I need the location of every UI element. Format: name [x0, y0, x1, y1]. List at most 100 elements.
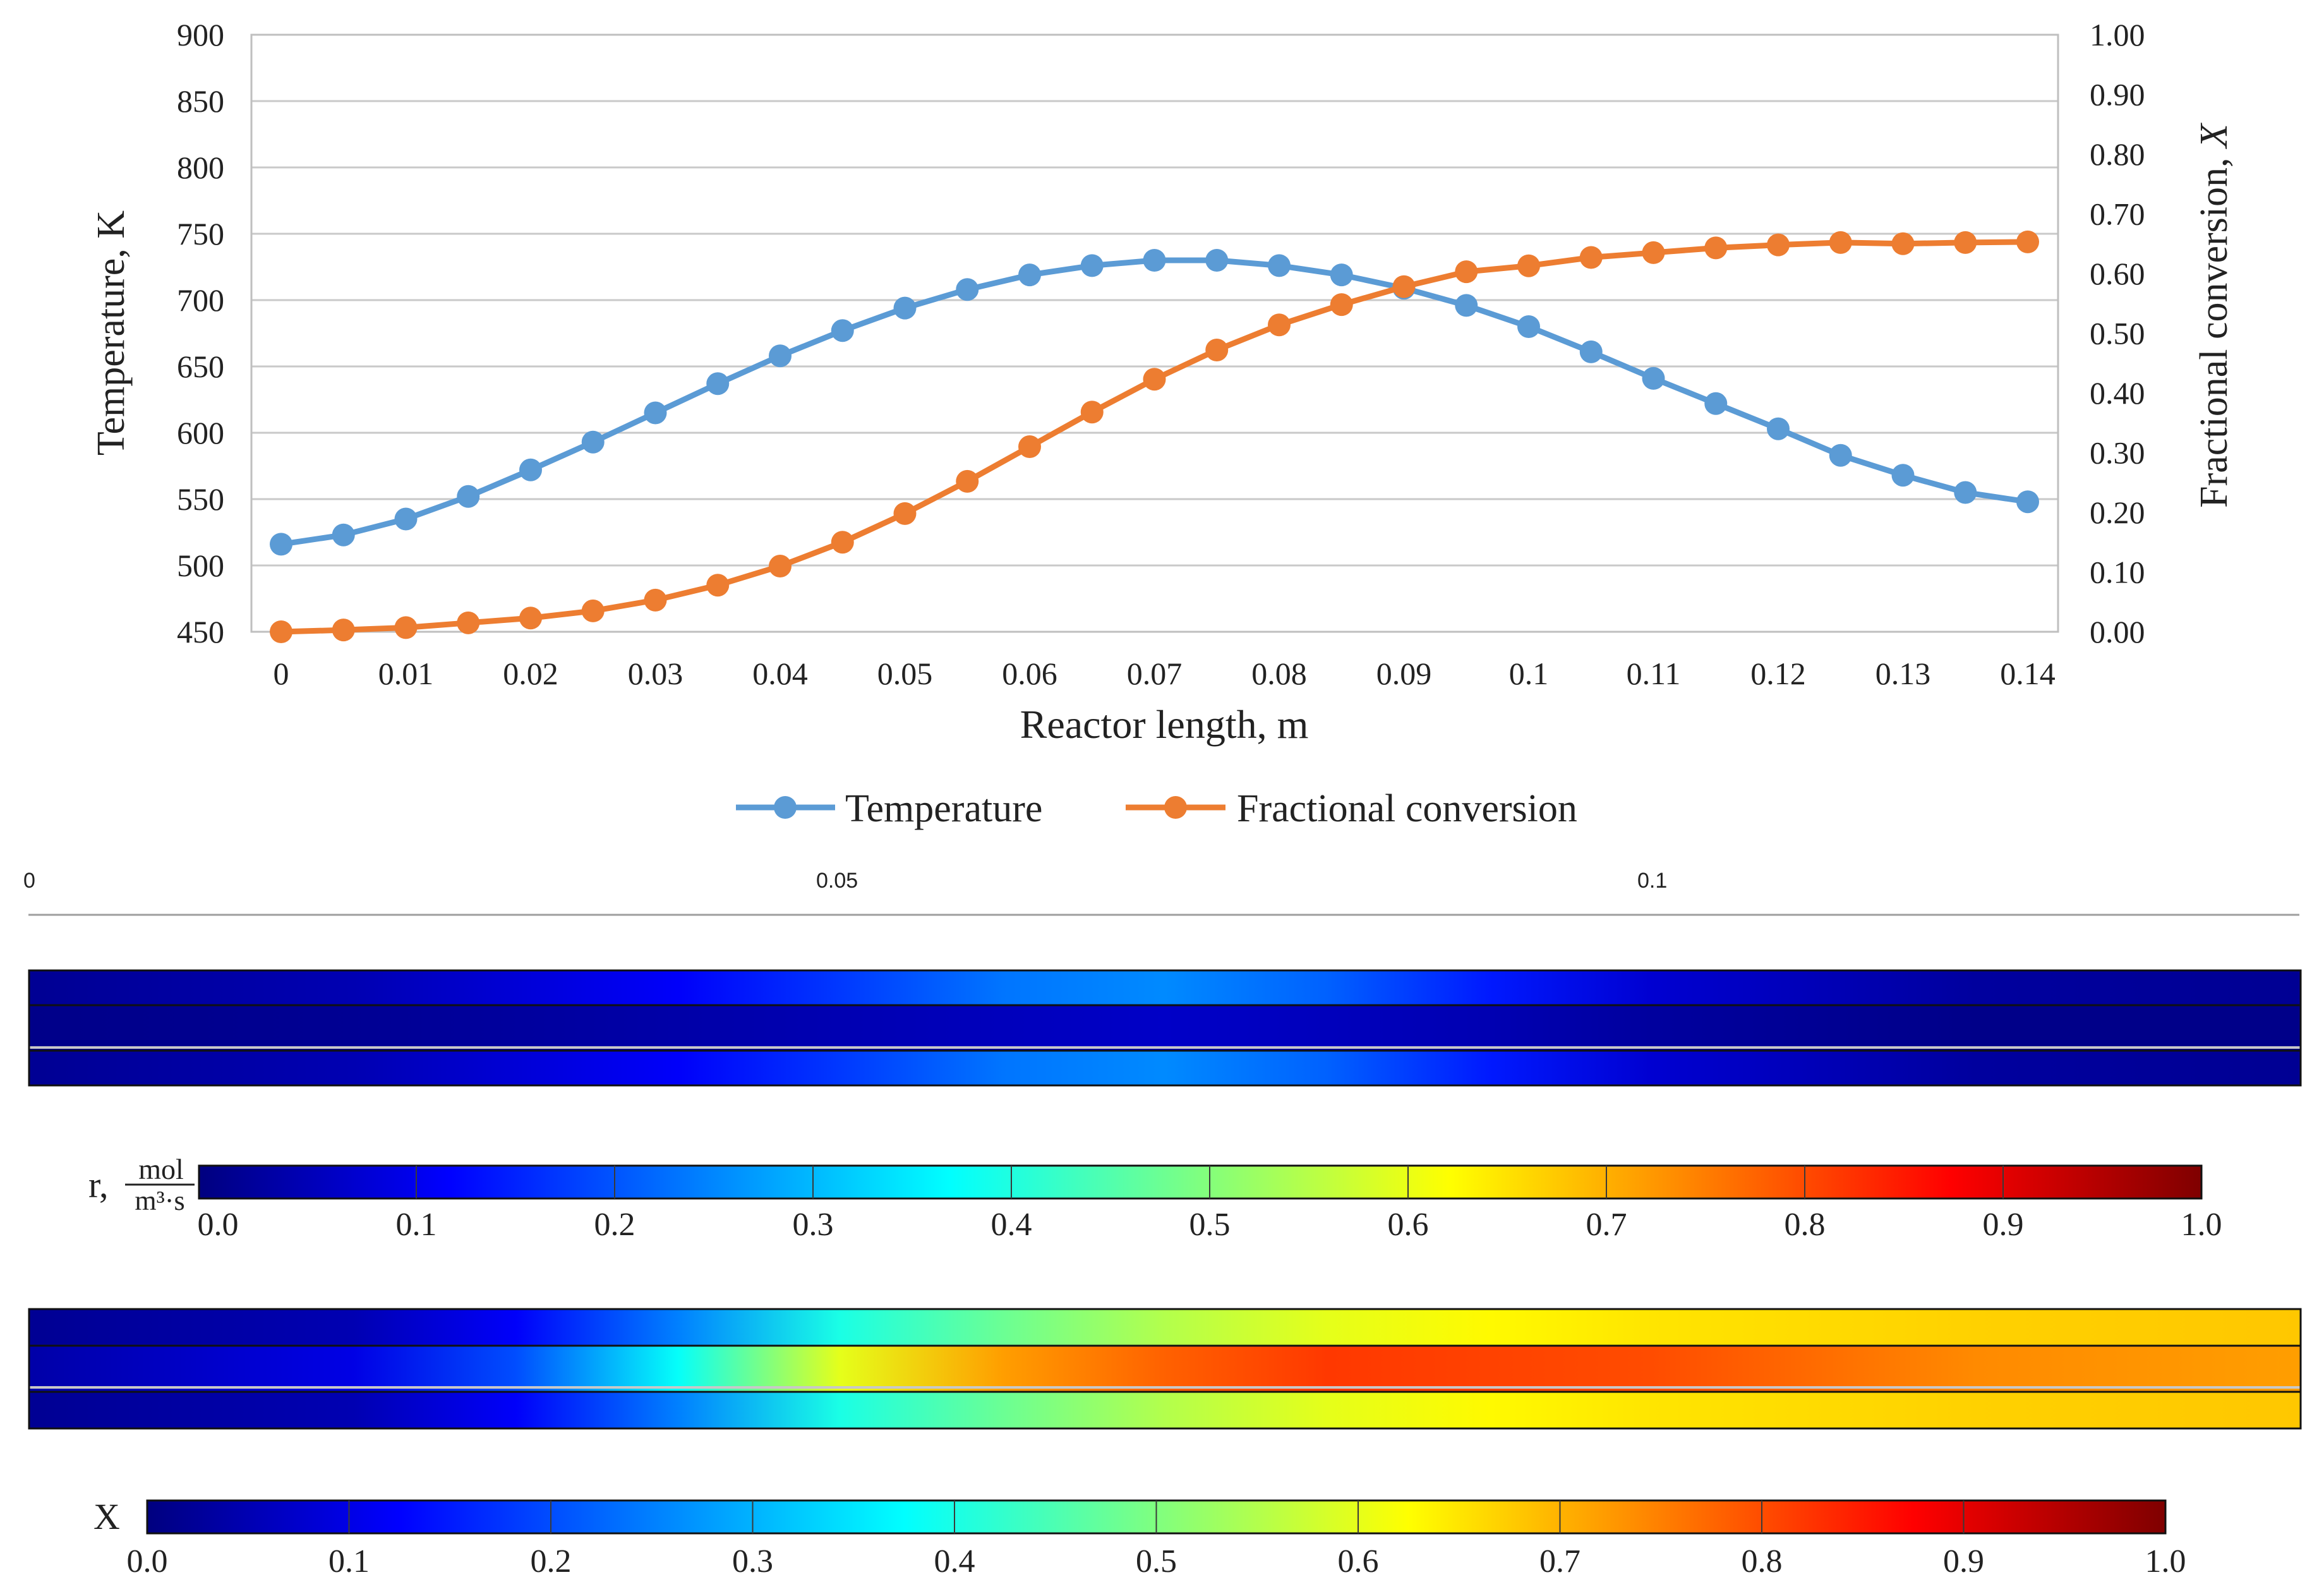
- y2-tick-label: 0.00: [2090, 614, 2145, 649]
- y2-tick-label: 0.10: [2090, 555, 2145, 590]
- y2-tick-label: 0.30: [2090, 435, 2145, 471]
- legend-temperature-marker: [774, 796, 797, 819]
- data-point: [1205, 338, 1229, 361]
- conversion-field: X 0.0 0.1 0.2 0.3 0.4 0.5 0.6 0.7 0.8 0.9 1.0: [28, 1308, 2302, 1579]
- legend-temperature-label: Temperature: [845, 787, 1042, 830]
- data-point: [1330, 293, 1353, 317]
- colorbar-tick-label: 1.0: [2145, 1543, 2186, 1579]
- colorbar-tick-label: 0.2: [531, 1543, 572, 1579]
- y2-tick-label: 0.70: [2090, 196, 2145, 232]
- legend: Temperature Fractional conversion: [736, 787, 1577, 830]
- data-point: [1018, 263, 1041, 287]
- y-tick-label: 700: [177, 282, 224, 318]
- rate-field-border: [28, 969, 2302, 1087]
- data-point: [1891, 232, 1915, 255]
- data-point: [769, 555, 792, 578]
- data-point: [581, 430, 605, 454]
- data-point: [1268, 254, 1291, 277]
- data-point: [1954, 231, 1977, 254]
- data-point: [644, 401, 667, 425]
- colorbar-tick-label: 0.9: [1943, 1543, 1984, 1579]
- data-point: [1829, 231, 1852, 254]
- conversion-colorbar-label: X: [93, 1496, 120, 1537]
- x-tick-label: 0.1: [1509, 656, 1549, 691]
- data-point: [1829, 444, 1852, 467]
- data-point: [519, 458, 542, 481]
- y2-tick-label: 0.60: [2090, 256, 2145, 291]
- data-point: [706, 574, 730, 597]
- data-point: [1143, 249, 1166, 272]
- data-point: [1392, 275, 1416, 298]
- conversion-field-top-band: [29, 1309, 2301, 1346]
- y2-tick-label: 0.40: [2090, 375, 2145, 411]
- colorbar-tick-label: 0.4: [934, 1543, 975, 1579]
- rate-colorbar-unit-denominator: m³·s: [135, 1185, 184, 1216]
- conversion-field-bottom-band: [29, 1392, 2301, 1428]
- data-point: [1018, 435, 1041, 459]
- x-tick-label: 0.07: [1127, 656, 1183, 691]
- colorbar-tick-label: 0.1: [396, 1207, 437, 1243]
- colorbar-tick-label: 0.2: [594, 1207, 635, 1243]
- data-point: [1704, 392, 1728, 415]
- x-tick-label: 0.13: [1875, 656, 1931, 691]
- data-point: [457, 485, 480, 508]
- colorbar-tick-label: 0.7: [1586, 1207, 1627, 1243]
- colorbar-tick-label: 0.6: [1338, 1543, 1379, 1579]
- data-point: [1517, 315, 1540, 338]
- data-point: [270, 620, 292, 643]
- rate-field-center-band: [29, 1005, 2301, 1051]
- data-point: [1330, 263, 1353, 287]
- data-point: [1080, 254, 1104, 277]
- data-point: [831, 319, 854, 342]
- y-tick-label: 800: [177, 150, 224, 185]
- x-tick-label: 0.12: [1750, 656, 1806, 691]
- data-point: [1767, 233, 1790, 257]
- data-point: [332, 523, 355, 546]
- data-point: [1767, 417, 1790, 440]
- y2-tick-label: 0.90: [2090, 77, 2145, 112]
- conversion-colorbar-ticks: 0.0 0.1 0.2 0.3 0.4 0.5 0.6 0.7 0.8 0.9 1.0: [127, 1500, 2186, 1579]
- colorbar-tick-label: 0.1: [328, 1543, 370, 1579]
- y-tick-label: 450: [177, 614, 224, 649]
- data-point: [1954, 481, 1977, 504]
- colorbar-tick-label: 1.0: [2181, 1207, 2222, 1243]
- data-point: [457, 611, 480, 634]
- data-point: [706, 372, 730, 395]
- y-axis-left-label: Temperature, K: [90, 210, 133, 456]
- x-axis-label: Reactor length, m: [1020, 702, 1309, 747]
- data-point: [1455, 260, 1478, 284]
- data-point: [1205, 249, 1229, 272]
- colorbar-tick-label: 0.9: [1983, 1207, 2024, 1243]
- data-point: [893, 502, 917, 525]
- y-axis-left-ticks: 450 500 550 600 650 700 750 800 850 900: [177, 17, 224, 649]
- reactor-axis-tick-label: 0: [23, 869, 35, 893]
- data-point: [2016, 230, 2039, 253]
- y-tick-label: 750: [177, 216, 224, 251]
- x-axis-ticks: 0 0.01 0.02 0.03 0.04 0.05 0.06 0.07 0.08 0.09 0.1…: [274, 656, 2056, 691]
- x-tick-label: 0.06: [1002, 656, 1057, 691]
- x-tick-label: 0.01: [378, 656, 434, 691]
- y-tick-label: 550: [177, 481, 224, 517]
- data-point: [581, 599, 605, 622]
- y2-tick-label: 0.80: [2090, 136, 2145, 172]
- y2-tick-label: 1.00: [2090, 17, 2145, 52]
- x-tick-label: 0.05: [877, 656, 933, 691]
- data-point: [1517, 254, 1540, 277]
- series-fractional-conversion: [270, 230, 2039, 643]
- reactor-axis-tick-label: 0.1: [1637, 869, 1667, 893]
- colorbar-tick-label: 0.5: [1136, 1543, 1177, 1579]
- conversion-field-border: [28, 1308, 2302, 1430]
- y2-tick-label: 0.20: [2090, 495, 2145, 530]
- conversion-field-center-band: [29, 1346, 2301, 1392]
- rate-colorbar-unit-numerator: mol: [138, 1153, 184, 1185]
- data-point: [1642, 366, 1665, 390]
- data-point: [1579, 340, 1603, 363]
- y-axis-right-label: Fractional conversion, X: [2193, 123, 2236, 508]
- colorbar-tick-label: 0.4: [991, 1207, 1032, 1243]
- data-point: [394, 616, 418, 639]
- colorbar-tick-label: 0.6: [1388, 1207, 1429, 1243]
- x-tick-label: 0.03: [628, 656, 683, 691]
- data-point: [1704, 236, 1728, 260]
- conversion-colorbar: X 0.0 0.1 0.2 0.3 0.4 0.5 0.6 0.7 0.8 0.9 1.0: [93, 1496, 2186, 1579]
- y-tick-label: 600: [177, 415, 224, 450]
